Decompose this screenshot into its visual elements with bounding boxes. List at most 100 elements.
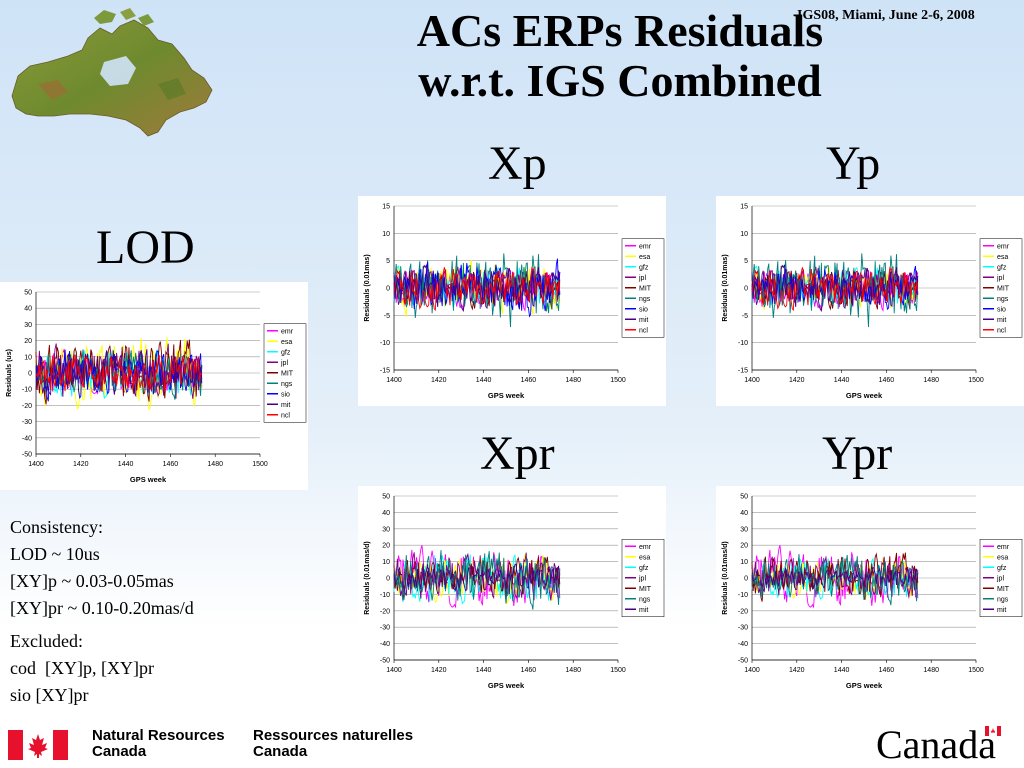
excluded-title: Excluded: xyxy=(10,631,83,651)
legend-label-gfz: gfz xyxy=(997,264,1007,271)
nrc-english-signature: Natural Resources Canada xyxy=(92,728,225,760)
y-tick-label: 20 xyxy=(382,543,390,550)
y-tick-label: 0 xyxy=(744,576,748,583)
footer-bar: Natural Resources Canada Ressources natu… xyxy=(0,722,1024,768)
title-line-2: w.r.t. IGS Combined xyxy=(418,55,822,106)
legend-label-ngs: ngs xyxy=(997,596,1009,603)
y-tick-label: 15 xyxy=(740,204,748,211)
legend-label-ncl: ncl xyxy=(281,412,290,419)
x-tick-label: 1440 xyxy=(476,667,492,674)
legend-label-jpl: jpl xyxy=(996,575,1004,582)
series-line-ngs xyxy=(393,550,561,610)
x-tick-label: 1500 xyxy=(610,377,626,384)
y-tick-label: 10 xyxy=(740,231,748,238)
y-tick-label: -20 xyxy=(22,403,32,410)
y-axis-label: Residuals (us) xyxy=(6,349,13,397)
x-tick-label: 1460 xyxy=(521,667,537,674)
y-tick-label: -30 xyxy=(380,625,390,632)
y-tick-label: -50 xyxy=(380,658,390,665)
legend-label-ncl: ncl xyxy=(997,327,1006,334)
wordmark-flag-icon xyxy=(985,726,1001,736)
x-axis-label: GPS week xyxy=(846,391,883,400)
consistency-block: Consistency: LOD ~ 10us [XY]p ~ 0.03-0.0… xyxy=(10,514,194,622)
chart-xpr-svg: -50 -40 -30 -20 -10 0 10 20 30 40 50 1400 1420 1440 14… xyxy=(364,494,665,690)
x-tick-label: 1480 xyxy=(565,667,581,674)
x-tick-label: 1500 xyxy=(610,667,626,674)
chart-yp: -15 -10 -5 0 5 10 15 1400 1420 1440 1460 1480 1500 GP… xyxy=(716,196,1024,406)
y-tick-label: -10 xyxy=(738,592,748,599)
legend-label-gfz: gfz xyxy=(281,349,291,356)
legend-label-emr: emr xyxy=(281,328,294,335)
y-tick-label: 0 xyxy=(386,576,390,583)
series-line-ngs xyxy=(751,554,919,606)
chart-lod-svg: -50 -40 -30 -20 -10 0 10 20 30 40 50 1400 1420 1440 14… xyxy=(6,290,307,484)
canada-map-image xyxy=(8,4,220,154)
y-tick-label: 30 xyxy=(382,526,390,533)
nrc-en-line1: Natural Resources xyxy=(92,727,225,744)
y-tick-label: -15 xyxy=(738,368,748,375)
x-tick-label: 1460 xyxy=(163,461,179,468)
x-tick-label: 1440 xyxy=(118,461,134,468)
x-tick-label: 1420 xyxy=(73,461,89,468)
excluded-block: Excluded: cod [XY]p, [XY]pr sio [XY]pr xyxy=(10,628,194,709)
y-tick-label: 40 xyxy=(382,510,390,517)
series-line-mit xyxy=(751,264,919,312)
y-tick-label: 15 xyxy=(382,204,390,211)
x-tick-label: 1500 xyxy=(252,461,268,468)
legend-label-emr: emr xyxy=(639,544,652,551)
y-tick-label: -20 xyxy=(380,608,390,615)
y-tick-label: -10 xyxy=(738,340,748,347)
legend-label-jpl: jpl xyxy=(638,275,646,282)
series-line-mit xyxy=(751,567,919,593)
legend-label-ngs: ngs xyxy=(639,296,651,303)
legend-label-esa: esa xyxy=(997,554,1008,561)
y-tick-label: -10 xyxy=(380,592,390,599)
legend-label-esa: esa xyxy=(639,254,650,261)
y-tick-label: -15 xyxy=(380,368,390,375)
consistency-line: [XY]pr ~ 0.10-0.20mas/d xyxy=(10,598,194,618)
y-tick-label: 50 xyxy=(382,494,390,501)
y-axis-label: Residuals (0.01mas) xyxy=(722,254,729,321)
y-tick-label: 30 xyxy=(24,322,32,329)
chart-ypr: -50 -40 -30 -20 -10 0 10 20 30 40 50 1400 1420 1440 14… xyxy=(716,486,1024,696)
y-tick-label: -50 xyxy=(22,452,32,459)
x-tick-label: 1440 xyxy=(834,377,850,384)
y-tick-label: 20 xyxy=(740,543,748,550)
legend-label-mit: mit xyxy=(639,317,648,324)
excluded-line: sio [XY]pr xyxy=(10,685,89,705)
slide-title: ACs ERPs Residuals w.r.t. IGS Combined xyxy=(300,6,940,106)
x-tick-label: 1400 xyxy=(744,667,760,674)
label-lod: LOD xyxy=(96,221,195,274)
legend-label-mit: mit xyxy=(997,607,1006,614)
chart-xp-svg: -15 -10 -5 0 5 10 15 1400 1420 1440 1460 1480 1500 GP… xyxy=(364,204,665,400)
x-tick-label: 1400 xyxy=(386,377,402,384)
label-xpr: Xpr xyxy=(480,427,555,480)
y-tick-label: -40 xyxy=(22,435,32,442)
y-tick-label: 10 xyxy=(24,354,32,361)
x-tick-label: 1480 xyxy=(565,377,581,384)
y-tick-label: 50 xyxy=(740,494,748,501)
y-tick-label: 10 xyxy=(382,231,390,238)
legend-label-sio: sio xyxy=(639,306,648,313)
legend-label-ngs: ngs xyxy=(639,596,651,603)
y-tick-label: 40 xyxy=(24,306,32,313)
x-tick-label: 1480 xyxy=(923,377,939,384)
legend-label-esa: esa xyxy=(997,254,1008,261)
legend-label-MIT: MIT xyxy=(997,586,1010,593)
chart-lod: -50 -40 -30 -20 -10 0 10 20 30 40 50 1400 1420 1440 14… xyxy=(0,282,308,490)
x-tick-label: 1460 xyxy=(521,377,537,384)
y-tick-label: 20 xyxy=(24,338,32,345)
y-tick-label: -40 xyxy=(738,641,748,648)
chart-yp-svg: -15 -10 -5 0 5 10 15 1400 1420 1440 1460 1480 1500 GP… xyxy=(722,204,1023,400)
y-tick-label: 50 xyxy=(24,290,32,297)
legend-label-jpl: jpl xyxy=(280,360,288,367)
y-tick-label: -30 xyxy=(738,625,748,632)
nrc-fr-line2: Canada xyxy=(253,743,308,760)
title-line-1: ACs ERPs Residuals xyxy=(416,5,824,56)
y-tick-label: 5 xyxy=(744,258,748,265)
series-line-mit xyxy=(393,264,561,312)
consistency-line: [XY]p ~ 0.03-0.05mas xyxy=(10,571,174,591)
y-axis-label: Residuals (0.01mas) xyxy=(364,254,371,321)
x-tick-label: 1440 xyxy=(834,667,850,674)
legend-label-mit: mit xyxy=(281,402,290,409)
